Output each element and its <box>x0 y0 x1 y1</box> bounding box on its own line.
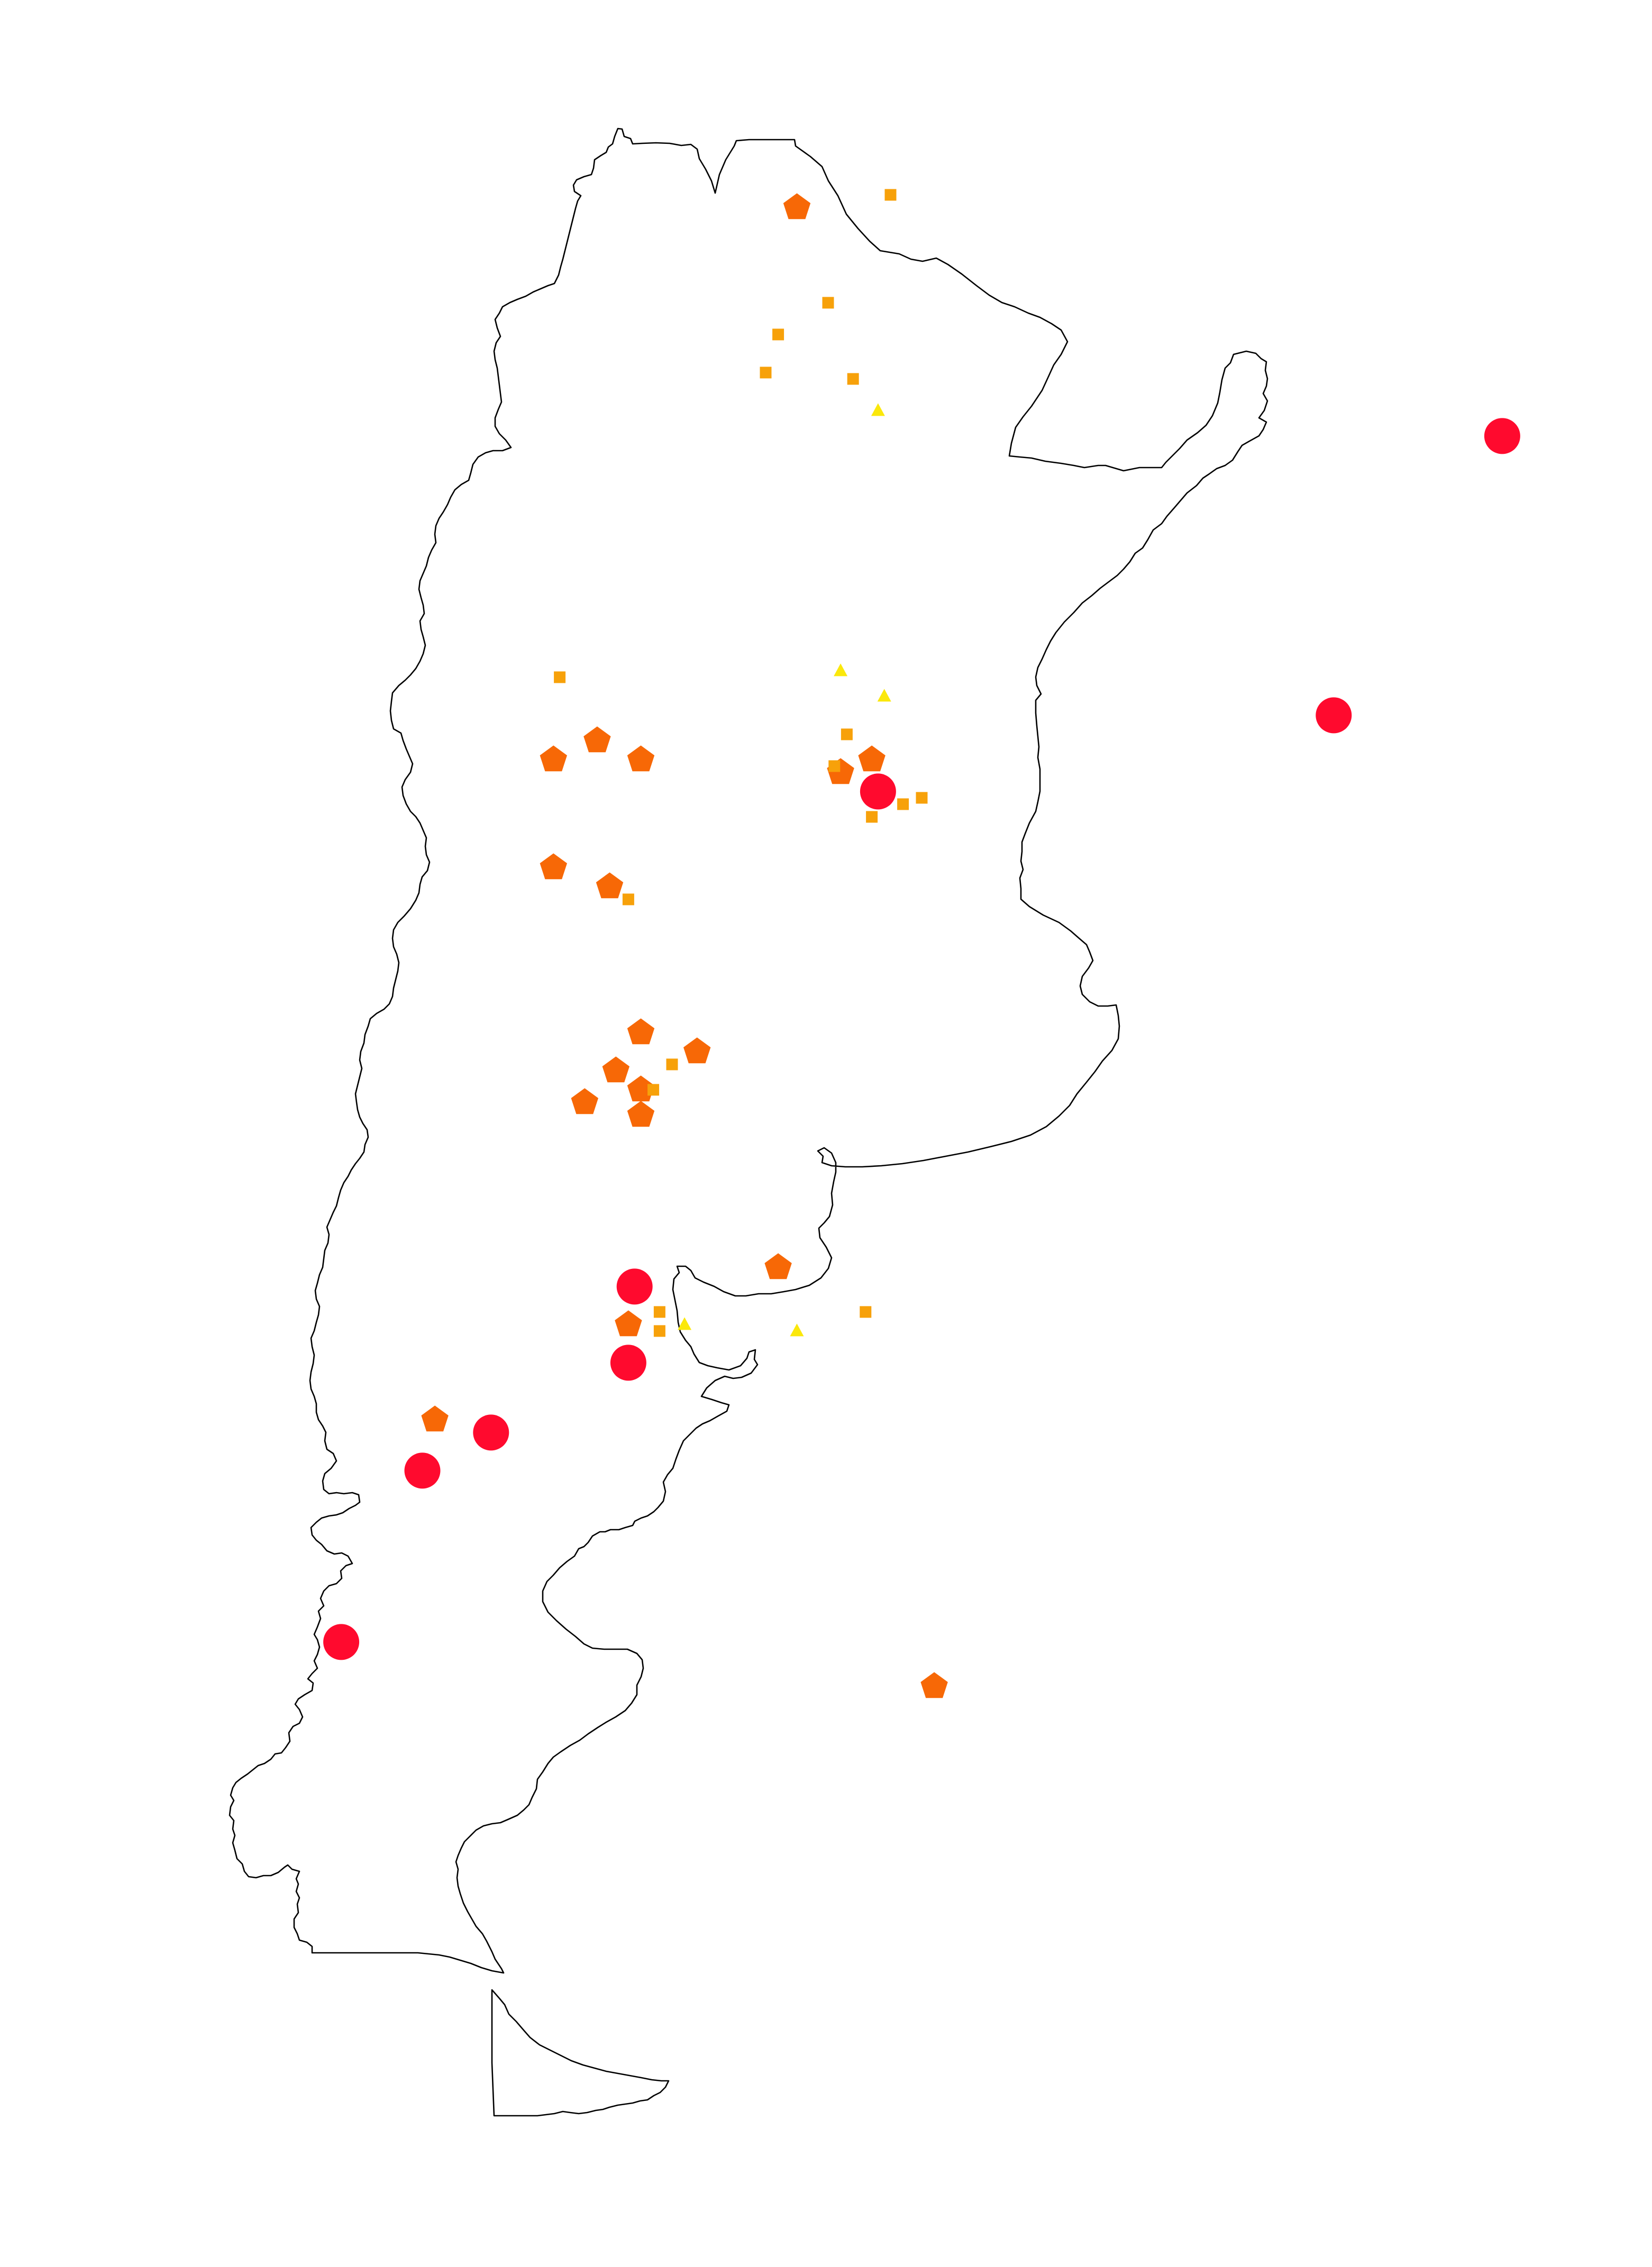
amber-square-marker <box>653 1306 665 1318</box>
red-circle-marker <box>860 773 896 810</box>
amber-square-marker <box>828 760 841 772</box>
orange-pentagon-marker <box>540 745 567 772</box>
red-circle-marker <box>616 1268 653 1305</box>
orange-pentagon-marker <box>627 1101 655 1127</box>
amber-square-marker <box>884 189 897 201</box>
amber-square-marker <box>554 671 566 683</box>
yellow-triangle-marker <box>877 689 891 702</box>
red-circle-marker <box>1316 697 1352 734</box>
orange-pentagon-marker <box>783 193 811 220</box>
amber-square-marker <box>847 373 859 385</box>
yellow-triangle-marker <box>790 1323 804 1337</box>
amber-square-marker <box>622 893 634 906</box>
amber-square-marker <box>822 297 834 309</box>
amber-square-marker <box>653 1325 665 1337</box>
amber-square-marker <box>916 792 928 804</box>
country-outline <box>229 127 1268 2117</box>
red-circle-marker <box>323 1624 360 1660</box>
amber-square-marker <box>841 728 853 741</box>
yellow-triangle-marker <box>834 663 848 677</box>
orange-pentagon-marker <box>596 872 624 899</box>
orange-pentagon-marker <box>602 1056 629 1083</box>
red-circle-marker <box>1484 418 1520 454</box>
orange-pentagon-marker <box>540 853 567 880</box>
mainland-outline <box>229 127 1268 1974</box>
red-circle-marker <box>404 1452 441 1489</box>
red-circle-marker <box>610 1345 646 1381</box>
amber-square-marker <box>866 811 878 823</box>
amber-square-marker <box>647 1084 660 1096</box>
marker-layer <box>323 189 1520 1698</box>
amber-square-marker <box>860 1306 872 1318</box>
orange-pentagon-marker <box>858 745 886 772</box>
amber-square-marker <box>897 798 909 810</box>
orange-pentagon-marker <box>627 1018 655 1045</box>
orange-pentagon-marker <box>764 1253 792 1279</box>
orange-pentagon-marker <box>571 1088 598 1114</box>
orange-pentagon-marker <box>627 745 655 772</box>
amber-square-marker <box>666 1058 678 1071</box>
orange-pentagon-marker <box>920 1672 948 1698</box>
amber-square-marker <box>772 328 784 341</box>
orange-pentagon-marker <box>683 1037 711 1064</box>
amber-square-marker <box>760 367 772 379</box>
tierra-del-fuego-outline <box>491 1989 670 2117</box>
orange-pentagon-marker <box>615 1310 642 1337</box>
red-circle-marker <box>473 1414 509 1451</box>
orange-pentagon-marker <box>583 726 611 753</box>
yellow-triangle-marker <box>871 403 885 416</box>
yellow-triangle-marker <box>678 1317 692 1330</box>
orange-pentagon-marker <box>421 1405 449 1432</box>
